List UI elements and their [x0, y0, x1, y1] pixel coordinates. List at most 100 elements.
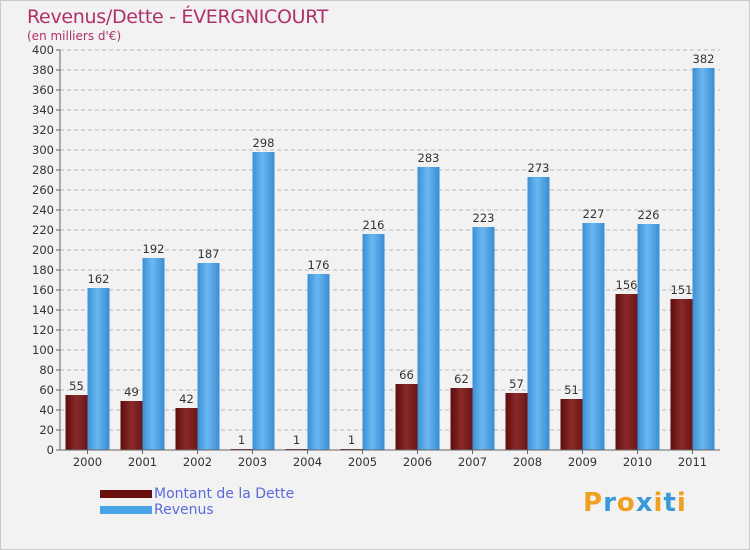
logo-letter: o	[616, 488, 636, 518]
y-tick-label: 180	[32, 263, 54, 277]
grid	[60, 49, 720, 451]
data-label-dette: 42	[179, 392, 194, 406]
data-label-revenus: 187	[198, 247, 220, 261]
y-tick-label: 260	[32, 183, 54, 197]
data-label-dette: 57	[509, 377, 524, 391]
legend-label-debt: Montant de la Dette	[154, 486, 295, 502]
data-label-revenus: 162	[88, 272, 110, 286]
logo-letter: r	[603, 488, 617, 518]
y-tick-label: 20	[39, 423, 54, 437]
x-tick-label: 2007	[458, 455, 487, 469]
legend-item-revenus: Revenus	[100, 502, 294, 518]
x-tick-label: 2006	[403, 455, 432, 469]
bar-dette	[120, 401, 143, 450]
bar-dette	[670, 299, 693, 450]
bar-revenus	[362, 234, 385, 450]
bar-dette	[450, 388, 473, 450]
logo-letter: x	[635, 488, 654, 518]
y-axis: 0 20 40 60 80 100 120 140 160 180 200 220 240 260 280 3…	[32, 43, 61, 457]
y-tick-label: 160	[32, 283, 54, 297]
bar-dette	[65, 395, 88, 450]
x-axis: 2000 2001 2002 2003 2004 2005 2006 2007 2008 2009…	[60, 449, 720, 469]
y-tick-label: 360	[32, 83, 54, 97]
proxiti-logo: Proxiti	[583, 488, 687, 518]
y-tick-label: 300	[32, 143, 54, 157]
bar-revenus	[142, 258, 165, 450]
x-tick-label: 2011	[678, 455, 707, 469]
y-tick-label: 140	[32, 303, 54, 317]
bar-revenus	[472, 227, 495, 450]
y-tick-label: 240	[32, 203, 54, 217]
y-tick-label: 60	[39, 383, 54, 397]
logo-letter: P	[583, 488, 604, 518]
y-tick-label: 0	[47, 443, 54, 457]
bar-revenus	[252, 152, 275, 450]
bar-dette	[560, 399, 583, 450]
data-label-dette: 66	[399, 368, 414, 382]
logo-letter: i	[653, 488, 664, 518]
data-label-revenus: 216	[363, 218, 385, 232]
y-tick-label: 320	[32, 123, 54, 137]
x-tick-label: 2009	[568, 455, 597, 469]
data-label-revenus: 382	[693, 52, 715, 66]
y-tick-label: 400	[32, 43, 54, 57]
y-tick-label: 280	[32, 163, 54, 177]
y-tick-label: 80	[39, 363, 54, 377]
legend: Montant de la Dette Revenus	[100, 486, 294, 518]
data-label-revenus: 176	[308, 258, 330, 272]
y-tick-label: 100	[32, 343, 54, 357]
logo-letter: t	[663, 488, 677, 518]
bar-revenus	[692, 68, 715, 450]
bar-revenus	[417, 167, 440, 450]
x-tick-label: 2001	[128, 455, 157, 469]
bar-revenus	[307, 274, 330, 450]
data-label-revenus: 283	[418, 151, 440, 165]
data-label-revenus: 223	[473, 211, 495, 225]
data-label-revenus: 298	[253, 136, 275, 150]
chart-title: Revenus/Dette - ÉVERGNICOURT	[27, 6, 329, 28]
y-tick-label: 120	[32, 323, 54, 337]
data-label-revenus: 227	[583, 207, 605, 221]
x-tick-label: 2005	[348, 455, 377, 469]
chart-subtitle: (en milliers d'€)	[27, 29, 122, 43]
x-tick-label: 2004	[293, 455, 322, 469]
legend-swatch-debt	[100, 490, 152, 498]
legend-label-revenus: Revenus	[154, 502, 214, 518]
data-label-revenus: 226	[638, 208, 660, 222]
data-label-revenus: 192	[143, 242, 165, 256]
bars: 55 162 49 192 42 187 1 298 1 176 1 216 66 283 62 223 57 2…	[65, 52, 715, 450]
data-label-dette: 1	[293, 433, 300, 447]
data-label-dette: 1	[238, 433, 245, 447]
data-label-dette: 151	[671, 283, 693, 297]
y-tick-label: 380	[32, 63, 54, 77]
logo-letter: i	[676, 488, 687, 518]
legend-item-debt: Montant de la Dette	[100, 486, 294, 502]
bar-revenus	[582, 223, 605, 450]
y-tick-label: 200	[32, 243, 54, 257]
bar-dette	[175, 408, 198, 450]
bar-dette	[615, 294, 638, 450]
data-label-dette: 62	[454, 372, 469, 386]
data-label-dette: 156	[616, 278, 638, 292]
data-label-revenus: 273	[528, 161, 550, 175]
data-label-dette: 1	[348, 433, 355, 447]
bar-revenus	[527, 177, 550, 450]
data-label-dette: 55	[69, 379, 84, 393]
x-tick-label: 2002	[183, 455, 212, 469]
y-tick-label: 220	[32, 223, 54, 237]
x-tick-label: 2008	[513, 455, 542, 469]
y-tick-label: 340	[32, 103, 54, 117]
x-tick-label: 2000	[73, 455, 102, 469]
legend-swatch-revenus	[100, 506, 152, 514]
bar-revenus	[87, 288, 110, 450]
bar-revenus	[197, 263, 220, 450]
bar-dette	[395, 384, 418, 450]
x-tick-label: 2010	[623, 455, 652, 469]
bar-dette	[505, 393, 528, 450]
bar-revenus	[637, 224, 660, 450]
x-tick-label: 2003	[238, 455, 267, 469]
data-label-dette: 51	[564, 383, 579, 397]
data-label-dette: 49	[124, 385, 139, 399]
y-tick-label: 40	[39, 403, 54, 417]
